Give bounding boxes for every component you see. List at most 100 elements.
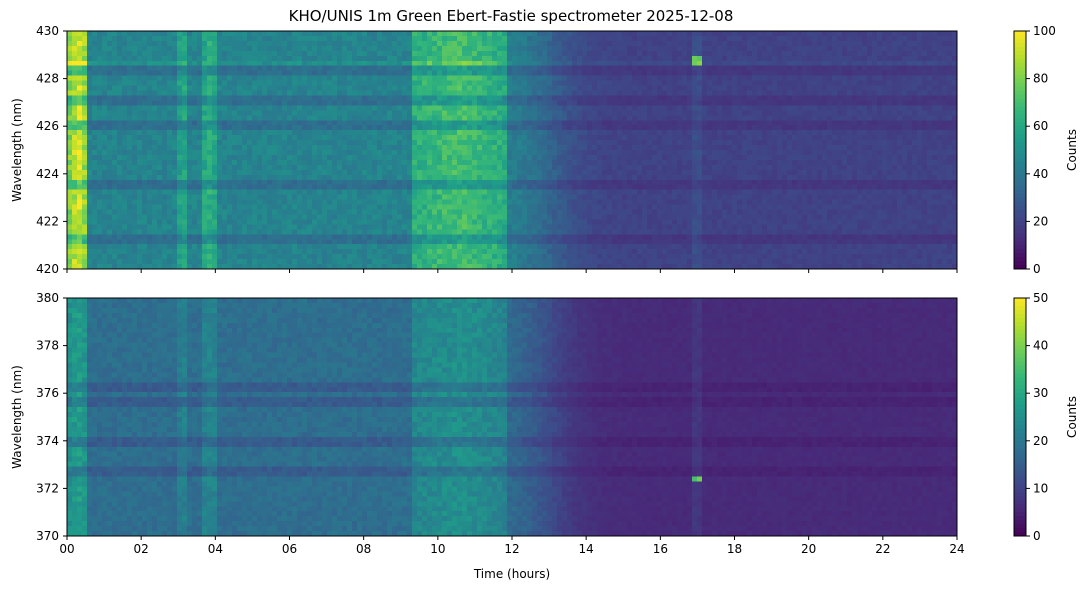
heatmap-cell bbox=[577, 85, 583, 92]
heatmap-cell bbox=[397, 100, 403, 106]
heatmap-cell bbox=[287, 110, 293, 116]
heatmap-cell bbox=[547, 40, 553, 47]
heatmap-cell bbox=[577, 179, 583, 186]
heatmap-cell bbox=[87, 234, 93, 240]
heatmap-cell bbox=[362, 31, 368, 37]
heatmap-cell bbox=[427, 50, 433, 57]
heatmap-cell bbox=[462, 90, 468, 97]
heatmap-cell bbox=[302, 90, 308, 97]
heatmap-cell bbox=[217, 249, 223, 255]
heatmap-cell bbox=[452, 239, 458, 245]
heatmap-cell bbox=[467, 164, 473, 171]
heatmap-cell bbox=[397, 159, 403, 166]
heatmap-cell bbox=[537, 184, 543, 191]
heatmap-cell bbox=[112, 150, 118, 156]
heatmap-cell bbox=[492, 95, 498, 102]
heatmap-cell bbox=[442, 219, 448, 225]
heatmap-cell bbox=[377, 154, 383, 161]
heatmap-cell bbox=[442, 204, 448, 211]
heatmap-cell bbox=[142, 174, 148, 181]
heatmap-cell bbox=[67, 244, 73, 250]
heatmap-cell bbox=[342, 50, 348, 57]
heatmap-cell bbox=[292, 194, 298, 201]
heatmap-cell bbox=[407, 224, 413, 230]
heatmap-cell bbox=[567, 45, 573, 52]
heatmap-cell bbox=[452, 130, 458, 136]
heatmap-cell bbox=[492, 204, 498, 211]
heatmap-cell bbox=[562, 135, 568, 141]
heatmap-cell bbox=[312, 60, 318, 67]
heatmap-cell bbox=[497, 184, 503, 191]
heatmap-cell bbox=[307, 214, 313, 221]
heatmap-cell bbox=[152, 50, 158, 57]
heatmap-cell bbox=[572, 259, 578, 265]
heatmap-cell bbox=[102, 154, 108, 161]
heatmap-cell bbox=[142, 35, 148, 42]
heatmap-cell bbox=[82, 244, 88, 250]
heatmap-cell bbox=[252, 209, 258, 216]
heatmap-cell bbox=[287, 154, 293, 161]
heatmap-cell bbox=[202, 65, 208, 72]
heatmap-cell bbox=[422, 219, 428, 225]
heatmap-cell bbox=[122, 145, 128, 151]
heatmap-cell bbox=[92, 55, 98, 62]
heatmap-cell bbox=[512, 115, 518, 121]
heatmap-cell bbox=[217, 184, 223, 191]
heatmap-cell bbox=[297, 65, 303, 72]
heatmap-cell bbox=[67, 219, 73, 225]
heatmap-cell bbox=[277, 140, 283, 146]
heatmap-cell bbox=[67, 204, 73, 211]
heatmap-cell bbox=[322, 130, 328, 136]
heatmap-cell bbox=[237, 55, 243, 62]
heatmap-cell bbox=[462, 219, 468, 225]
heatmap-cell bbox=[327, 115, 333, 121]
heatmap-cell bbox=[92, 125, 98, 131]
heatmap-cell bbox=[447, 115, 453, 121]
heatmap-cell bbox=[72, 145, 78, 151]
heatmap-cell bbox=[192, 249, 198, 255]
heatmap-cell bbox=[167, 164, 173, 171]
heatmap-cell bbox=[527, 65, 533, 72]
heatmap-cell bbox=[237, 219, 243, 225]
heatmap-cell bbox=[142, 234, 148, 240]
heatmap-cell bbox=[332, 214, 338, 221]
heatmap-cell bbox=[357, 100, 363, 106]
heatmap-cell bbox=[317, 35, 323, 42]
heatmap-cell bbox=[562, 120, 568, 126]
heatmap-cell bbox=[377, 95, 383, 102]
heatmap-cell bbox=[247, 145, 253, 151]
heatmap-cell bbox=[97, 259, 103, 265]
heatmap-cell bbox=[97, 234, 103, 240]
heatmap-cell bbox=[342, 55, 348, 62]
heatmap-cell bbox=[502, 105, 508, 111]
heatmap-cell bbox=[577, 35, 583, 42]
heatmap-cell bbox=[207, 140, 213, 146]
heatmap-cell bbox=[232, 120, 238, 126]
heatmap-cell bbox=[357, 239, 363, 245]
heatmap-cell bbox=[347, 70, 353, 77]
heatmap-cell bbox=[352, 95, 358, 102]
heatmap-cell bbox=[67, 174, 73, 181]
heatmap-cell bbox=[557, 234, 563, 240]
heatmap-cell bbox=[472, 199, 478, 206]
heatmap-cell bbox=[117, 179, 123, 186]
heatmap-cell bbox=[507, 145, 513, 151]
heatmap-cell bbox=[237, 75, 243, 82]
heatmap-cell bbox=[242, 50, 248, 57]
heatmap-cell bbox=[522, 254, 528, 260]
heatmap-cells bbox=[67, 31, 958, 270]
heatmap-cell bbox=[162, 100, 168, 106]
heatmap-cell bbox=[292, 35, 298, 42]
heatmap-cell bbox=[242, 130, 248, 136]
heatmap-cell bbox=[317, 135, 323, 141]
heatmap-cell bbox=[457, 209, 463, 216]
heatmap-cell bbox=[552, 194, 558, 201]
heatmap-cell bbox=[577, 31, 583, 37]
heatmap-cell bbox=[232, 110, 238, 116]
heatmap-cell bbox=[247, 75, 253, 82]
heatmap-cell bbox=[327, 254, 333, 260]
heatmap-cell bbox=[322, 35, 328, 42]
heatmap-cell bbox=[502, 35, 508, 42]
heatmap-cell bbox=[132, 169, 138, 176]
heatmap-cell bbox=[177, 115, 183, 121]
